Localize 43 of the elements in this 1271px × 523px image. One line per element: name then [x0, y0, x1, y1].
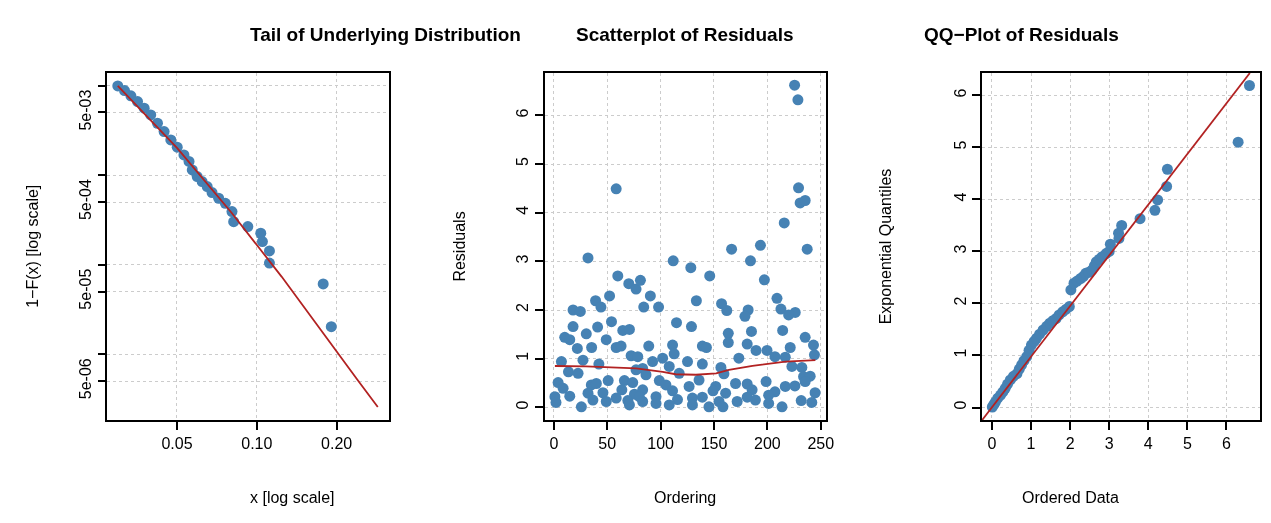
y-tick-label: 1 — [951, 348, 969, 358]
y-tick-label: 4 — [951, 192, 969, 202]
y-axis-title: 1−F(x) [log scale] — [23, 184, 41, 308]
x-tick-label: 50 — [598, 434, 617, 452]
x-tick-label: 3 — [1104, 434, 1114, 452]
y-tick-label: 6 — [951, 88, 969, 98]
y-axis-title: Exponential Quantiles — [877, 168, 895, 325]
x-tick-label: 200 — [754, 434, 781, 452]
y-tick-label: 6 — [514, 108, 532, 118]
y-tick-label: 5 — [951, 140, 969, 150]
x-tick-label: 5 — [1182, 434, 1192, 452]
x-tick-label: 250 — [807, 434, 835, 452]
y-tick-label: 5e-05 — [77, 268, 95, 310]
y-tick-label: 5e-06 — [77, 358, 95, 400]
y-tick-label: 2 — [514, 303, 532, 313]
x-tick-label: 4 — [1143, 434, 1153, 452]
x-tick-label: 0.20 — [321, 434, 353, 452]
chart-title: Scatterplot of Residuals — [576, 24, 794, 45]
chart-title: Tail of Underlying Distribution — [250, 24, 521, 45]
y-axis-title: Residuals — [450, 211, 468, 282]
x-tick-label: 100 — [647, 434, 675, 452]
y-tick-label: 3 — [514, 254, 532, 264]
x-tick-label: 1 — [1026, 434, 1036, 452]
y-tick-label: 5e-03 — [77, 89, 95, 131]
x-tick-label: 6 — [1221, 434, 1231, 452]
x-tick-label: 2 — [1065, 434, 1075, 452]
x-tick-label: 0.05 — [161, 434, 193, 452]
chart-title: QQ−Plot of Residuals — [924, 24, 1119, 45]
x-axis-title: Ordering — [654, 489, 717, 506]
y-tick-label: 3 — [951, 244, 969, 254]
y-tick-label: 0 — [514, 400, 532, 410]
x-axis-title: x [log scale] — [250, 489, 335, 506]
y-tick-label: 0 — [951, 400, 969, 410]
x-tick-label: 150 — [700, 434, 728, 452]
y-tick-label: 5e-04 — [77, 179, 95, 221]
y-tick-label: 5 — [514, 157, 532, 167]
y-tick-label: 4 — [514, 205, 532, 215]
x-axis-title: Ordered Data — [1022, 489, 1120, 506]
y-tick-label: 1 — [514, 351, 532, 361]
x-tick-label: 0 — [987, 434, 997, 452]
x-tick-label: 0.10 — [241, 434, 273, 452]
x-tick-label: 0 — [549, 434, 559, 452]
y-tick-label: 2 — [951, 296, 969, 306]
